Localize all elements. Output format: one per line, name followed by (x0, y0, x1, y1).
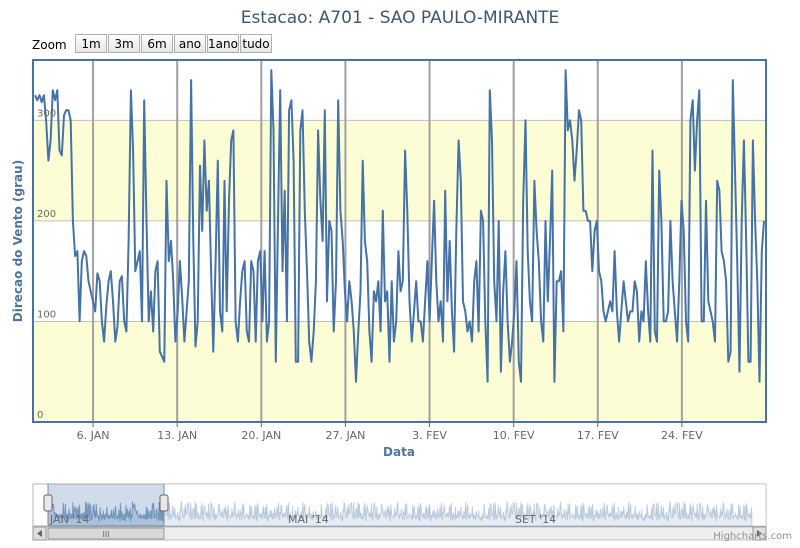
zoom-label: Zoom (32, 38, 67, 52)
navigator-left-handle[interactable] (43, 494, 53, 512)
credits-link[interactable]: Highcharts.com (713, 531, 792, 542)
x-tick-label: 6. JAN (77, 429, 110, 442)
y-tick-label: 300 (37, 108, 56, 119)
scrollbar-thumb[interactable] (47, 527, 165, 540)
x-tick-label: 17. FEV (577, 429, 619, 442)
series-line[interactable] (34, 69, 765, 383)
x-tick-label: 24. FEV (661, 429, 703, 442)
scrollbar-grip-icon: III (102, 530, 109, 539)
navigator-mask (164, 484, 766, 526)
x-tick-label: 20. JAN (241, 429, 281, 442)
chart-title: Estacao: A701 - SAO PAULO-MIRANTE (240, 8, 560, 28)
y-tick-label: 200 (37, 209, 56, 220)
plot-border (32, 59, 767, 423)
zoom-button-1ano[interactable]: 1ano (207, 34, 239, 53)
zoom-button-3m[interactable]: 3m (108, 34, 140, 53)
scroll-right-arrow-icon (757, 530, 762, 537)
navigator-label-set: SET '14 (515, 513, 556, 526)
navigator-right-handle[interactable] (159, 494, 169, 512)
x-tick-label: 13. JAN (157, 429, 197, 442)
zoom-button-tudo[interactable]: tudo (240, 34, 272, 53)
navigator-label-jan: JAN '14 (49, 513, 89, 526)
scroll-left-arrow-icon (37, 530, 42, 537)
navigator-selected-range[interactable] (48, 484, 164, 526)
zoom-button-6m[interactable]: 6m (141, 34, 173, 53)
zoom-button-ano[interactable]: ano (174, 34, 206, 53)
navigator-series (47, 500, 753, 527)
plot-band (33, 321, 766, 422)
plot-band (33, 120, 766, 221)
y-tick-label: 100 (37, 309, 56, 320)
plot-band (33, 60, 766, 121)
x-tick-label: 10. FEV (493, 429, 535, 442)
y-tick-label: 0 (37, 410, 43, 421)
y-axis-label: Direcao do Vento (grau) (11, 160, 25, 322)
x-tick-label: 3. FEV (412, 429, 447, 442)
x-axis-label: Data (383, 445, 415, 459)
zoom-button-1m[interactable]: 1m (75, 34, 107, 53)
navigator-label-mai: MAI '14 (288, 513, 329, 526)
x-tick-label: 27. JAN (326, 429, 366, 442)
